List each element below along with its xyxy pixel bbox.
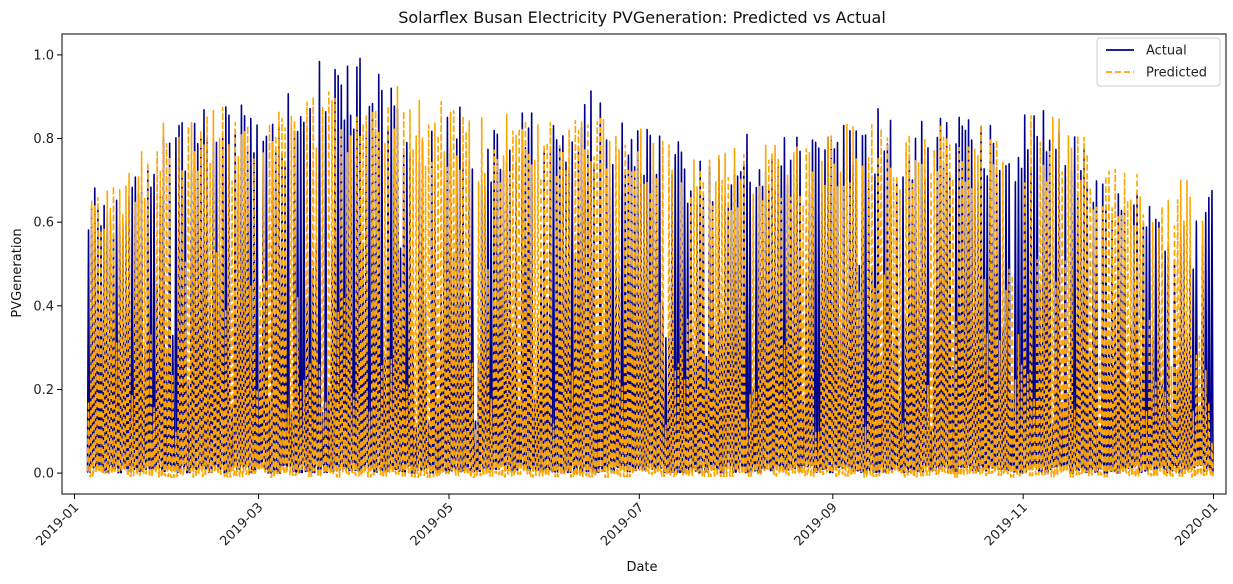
x-tick-label: 2019-11 (982, 500, 1031, 549)
y-tick-label: 1.0 (33, 48, 54, 63)
x-tick-label: 2019-01 (33, 500, 82, 549)
y-axis-label: PVGeneration (10, 228, 25, 317)
legend-label-predicted: Predicted (1146, 66, 1207, 81)
x-tick-label: 2019-05 (408, 500, 457, 549)
x-tick-label: 2019-07 (598, 500, 647, 549)
y-tick-label: 0.0 (33, 467, 54, 482)
x-tick-label: 2020-01 (1172, 500, 1221, 549)
series-line-predicted (86, 85, 1214, 479)
x-tick-label: 2019-09 (792, 500, 841, 549)
legend: Actual Predicted (1096, 37, 1221, 87)
chart-title: Solarflex Busan Electricity PVGeneration… (398, 8, 886, 27)
x-tick-label: 2019-03 (217, 500, 266, 549)
plot-area (86, 57, 1214, 479)
legend-label-actual: Actual (1146, 44, 1187, 59)
y-tick-label: 0.4 (33, 299, 54, 314)
y-tick-label: 0.6 (33, 216, 54, 231)
plot-frame (61, 33, 1227, 495)
y-tick-label: 0.2 (33, 383, 54, 398)
y-tick-label: 0.8 (33, 132, 54, 147)
x-axis-label: Date (626, 560, 657, 575)
